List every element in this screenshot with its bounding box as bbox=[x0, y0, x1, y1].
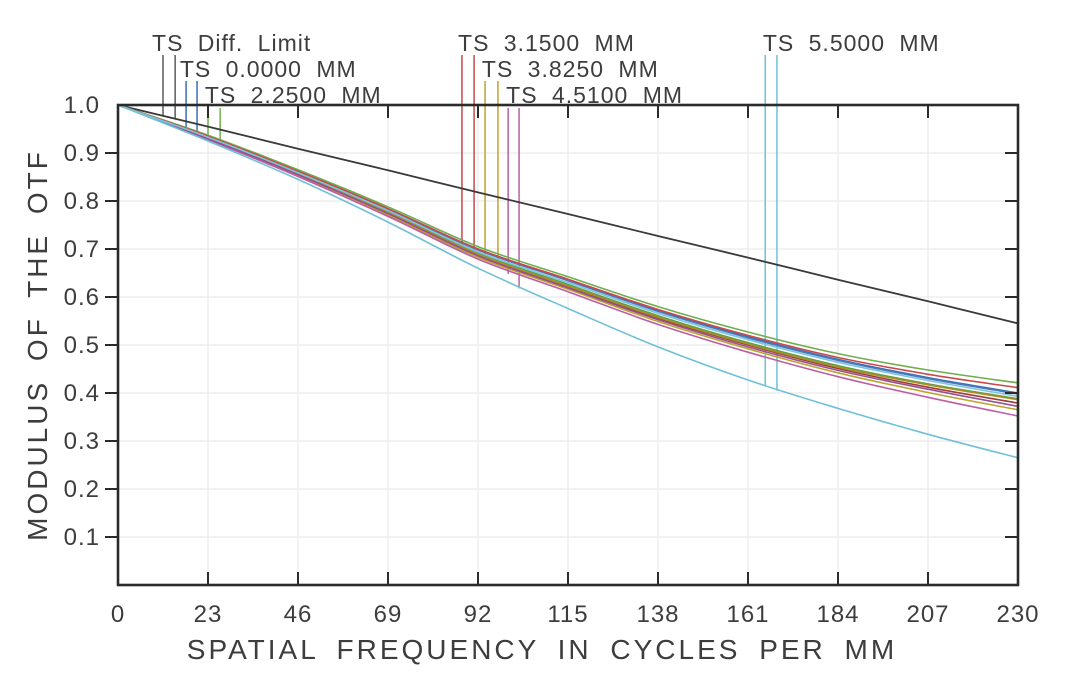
x-axis-title: SPATIAL FREQUENCY IN CYCLES PER MM bbox=[186, 634, 898, 665]
x-tick-label: 92 bbox=[464, 601, 493, 628]
legend-label: TS Diff. Limit bbox=[152, 30, 312, 56]
legend-label: TS 0.0000 MM bbox=[179, 56, 357, 82]
y-axis-title: MODULUS OF THE OTF bbox=[22, 149, 53, 541]
y-tick-label: 0.6 bbox=[64, 284, 100, 311]
legend-label: TS 4.5100 MM bbox=[506, 82, 684, 108]
x-tick-label: 138 bbox=[636, 601, 679, 628]
x-tick-label: 69 bbox=[374, 601, 403, 628]
x-tick-label: 0 bbox=[111, 601, 125, 628]
y-tick-label: 0.8 bbox=[64, 188, 100, 215]
series-t-4-5100-mm bbox=[117, 104, 1019, 417]
series-t-3-1500-mm bbox=[117, 104, 1019, 389]
x-tick-label: 23 bbox=[194, 601, 223, 628]
y-tick-label: 0.4 bbox=[64, 380, 100, 407]
legend-label: TS 3.8250 MM bbox=[481, 56, 659, 82]
y-tick-label: 0.5 bbox=[64, 332, 100, 359]
x-tick-label: 207 bbox=[906, 601, 949, 628]
series-s-5-5000-mm bbox=[117, 104, 1019, 398]
y-tick-label: 0.9 bbox=[64, 140, 100, 167]
y-tick-label: 0.1 bbox=[64, 524, 100, 551]
legend-label: TS 5.5000 MM bbox=[762, 30, 940, 56]
y-tick-label: 0.7 bbox=[64, 236, 100, 263]
y-tick-label: 0.2 bbox=[64, 476, 100, 503]
x-tick-label: 46 bbox=[284, 601, 313, 628]
series-diff-limit bbox=[117, 104, 1019, 325]
y-tick-label: 1.0 bbox=[64, 92, 100, 119]
x-tick-label: 161 bbox=[726, 601, 769, 628]
series-t-2-2500-mm bbox=[117, 104, 1019, 384]
series-s-4-5100-mm bbox=[117, 104, 1019, 408]
legend-label: TS 3.1500 MM bbox=[458, 30, 635, 56]
series-t-5-5000-mm bbox=[117, 104, 1019, 459]
y-tick-label: 0.3 bbox=[64, 428, 100, 455]
legend-label: TS 2.2500 MM bbox=[204, 82, 382, 108]
x-tick-label: 184 bbox=[816, 601, 859, 628]
x-tick-label: 230 bbox=[996, 601, 1039, 628]
x-tick-label: 115 bbox=[547, 601, 588, 628]
